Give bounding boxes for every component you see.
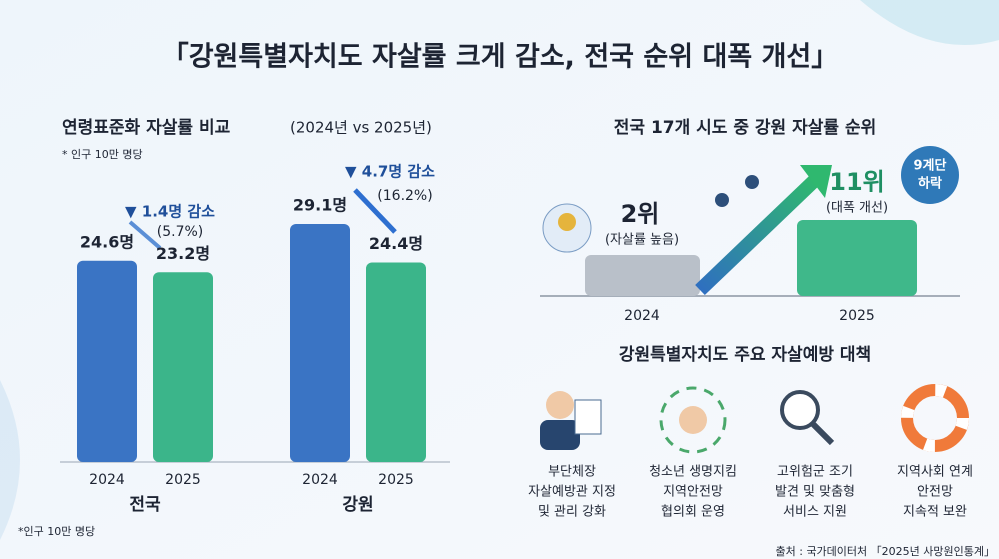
source: 출처 : 국가데이터처 「2025년 사망원인통계」 [776,545,996,558]
policy-text: 및 관리 강화 [538,505,606,520]
value-label: 29.1명 [293,196,347,215]
series-label: 2025 [378,472,414,488]
rank: 2위 [621,200,660,228]
bar [366,262,426,462]
series-label: 2024 [302,472,338,488]
podium-2025 [797,220,917,296]
decoration [0,380,20,540]
annotation: ▼ 4.7명 감소 [345,163,435,181]
podium-2024 [585,255,700,296]
series-label: 2025 [165,472,201,488]
person-icon [745,175,759,189]
annotation-detail: (5.7%) [157,224,204,240]
annotation-detail: (16.2%) [377,188,432,204]
value-label: 23.2명 [156,244,210,263]
person-icon [715,193,729,207]
coin-icon [558,213,576,231]
badge [901,146,959,204]
policy-text: 자살예방관 지정 [528,485,616,500]
decoration [860,0,999,45]
policy-text: 고위험군 조기 [777,465,853,480]
policy-text: 서비스 지원 [783,505,847,520]
rank-note: (자살률 높음) [605,233,679,248]
value-label: 24.4명 [369,234,423,253]
policy-text: 지역안전망 [663,485,723,500]
chart-title: 연령표준화 자살률 비교 [62,117,231,138]
chart-note: * 인구 10만 명당 [62,148,143,161]
category-label: 전국 [129,495,161,515]
rank-note: (대폭 개선) [826,201,888,216]
rank: 11위 [829,168,884,196]
arrow [128,220,162,250]
page-title: 「강원특별자치도 자살률 크게 감소, 전국 순위 대폭 개선」 [162,41,839,73]
policy-text: 협의회 운영 [661,505,725,520]
bar [153,272,213,462]
arrow [353,188,397,234]
policy-text: 청소년 생명지킴 [649,465,737,480]
trend-arrow [695,174,820,296]
series-label: 2024 [89,472,125,488]
policy-text: 지역사회 연계 [897,465,973,480]
badge-text: 하락 [918,176,942,192]
policy-text: 부단체장 [548,465,596,480]
annotation: ▼ 1.4명 감소 [125,203,215,221]
bar [77,260,137,462]
badge-text: 9계단 [914,158,947,174]
policies-title: 강원특별자치도 주요 자살예방 대책 [619,345,871,365]
policy-text: 발견 및 맞춤형 [775,485,855,500]
bar [290,224,350,462]
chart-subtitle: (2024년 vs 2025년) [290,119,432,137]
policy-text: 지속적 보완 [903,505,967,520]
chart-footnote: *인구 10만 명당 [18,525,95,538]
policy-icons [540,384,969,454]
category-label: 강원 [342,495,373,515]
year-label: 2025 [839,308,875,324]
ranking-title: 전국 17개 시도 중 강원 자살률 순위 [614,118,877,138]
policy-text: 안전망 [917,485,953,500]
trend-arrow [800,165,832,198]
year-label: 2024 [624,308,660,324]
value-label: 24.6명 [80,232,134,251]
